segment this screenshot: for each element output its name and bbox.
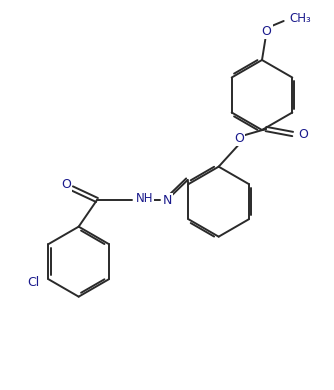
Text: O: O bbox=[234, 132, 244, 145]
Text: Cl: Cl bbox=[27, 276, 39, 289]
Text: N: N bbox=[163, 194, 172, 207]
Text: O: O bbox=[262, 25, 272, 39]
Text: O: O bbox=[299, 128, 309, 141]
Text: NH: NH bbox=[136, 192, 154, 205]
Text: O: O bbox=[61, 179, 71, 191]
Text: CH₃: CH₃ bbox=[290, 12, 311, 25]
